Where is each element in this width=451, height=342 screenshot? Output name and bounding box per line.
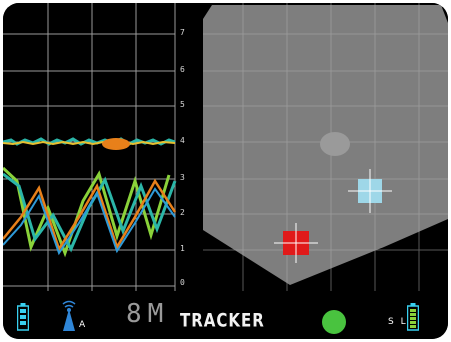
depth-label-3: 3	[180, 173, 185, 182]
mode-label: TRACKER	[180, 308, 265, 332]
signal-level-icon	[407, 303, 419, 331]
waveform-grid	[3, 3, 176, 291]
depth-label-0: 0	[180, 278, 185, 287]
antenna-signal-icon	[62, 300, 76, 331]
sonar-view-panel	[198, 3, 448, 291]
depth-label-5: 5	[180, 100, 185, 109]
status-bar: A 8M TRACKER S L	[3, 293, 448, 339]
status-indicator	[322, 310, 346, 334]
depth-label-4: 4	[180, 136, 185, 145]
bottom-trace-yellow	[3, 140, 176, 146]
target-light-blue	[348, 169, 392, 213]
screen: 7 6 5 4 3 2 1 0	[3, 3, 448, 339]
depth-label-2: 2	[180, 208, 185, 217]
fish-echo	[102, 138, 130, 150]
sonar-display: 7 6 5 4 3 2 1 0	[3, 3, 448, 339]
antenna-label: A	[79, 320, 86, 330]
zigzag-trace-orange	[3, 178, 177, 252]
waveform-panel	[3, 3, 198, 291]
sl-label: S L	[388, 317, 408, 327]
range-value: 8M	[126, 299, 170, 329]
zigzag-trace-green	[3, 166, 171, 258]
target-red	[274, 223, 318, 263]
zigzag-trace-blue	[3, 187, 176, 256]
depth-label-1: 1	[180, 244, 185, 253]
sonar-grid	[203, 3, 448, 291]
battery-icon	[17, 303, 29, 331]
background-echo	[320, 132, 350, 156]
depth-label-6: 6	[180, 65, 185, 74]
depth-label-7: 7	[180, 28, 185, 37]
